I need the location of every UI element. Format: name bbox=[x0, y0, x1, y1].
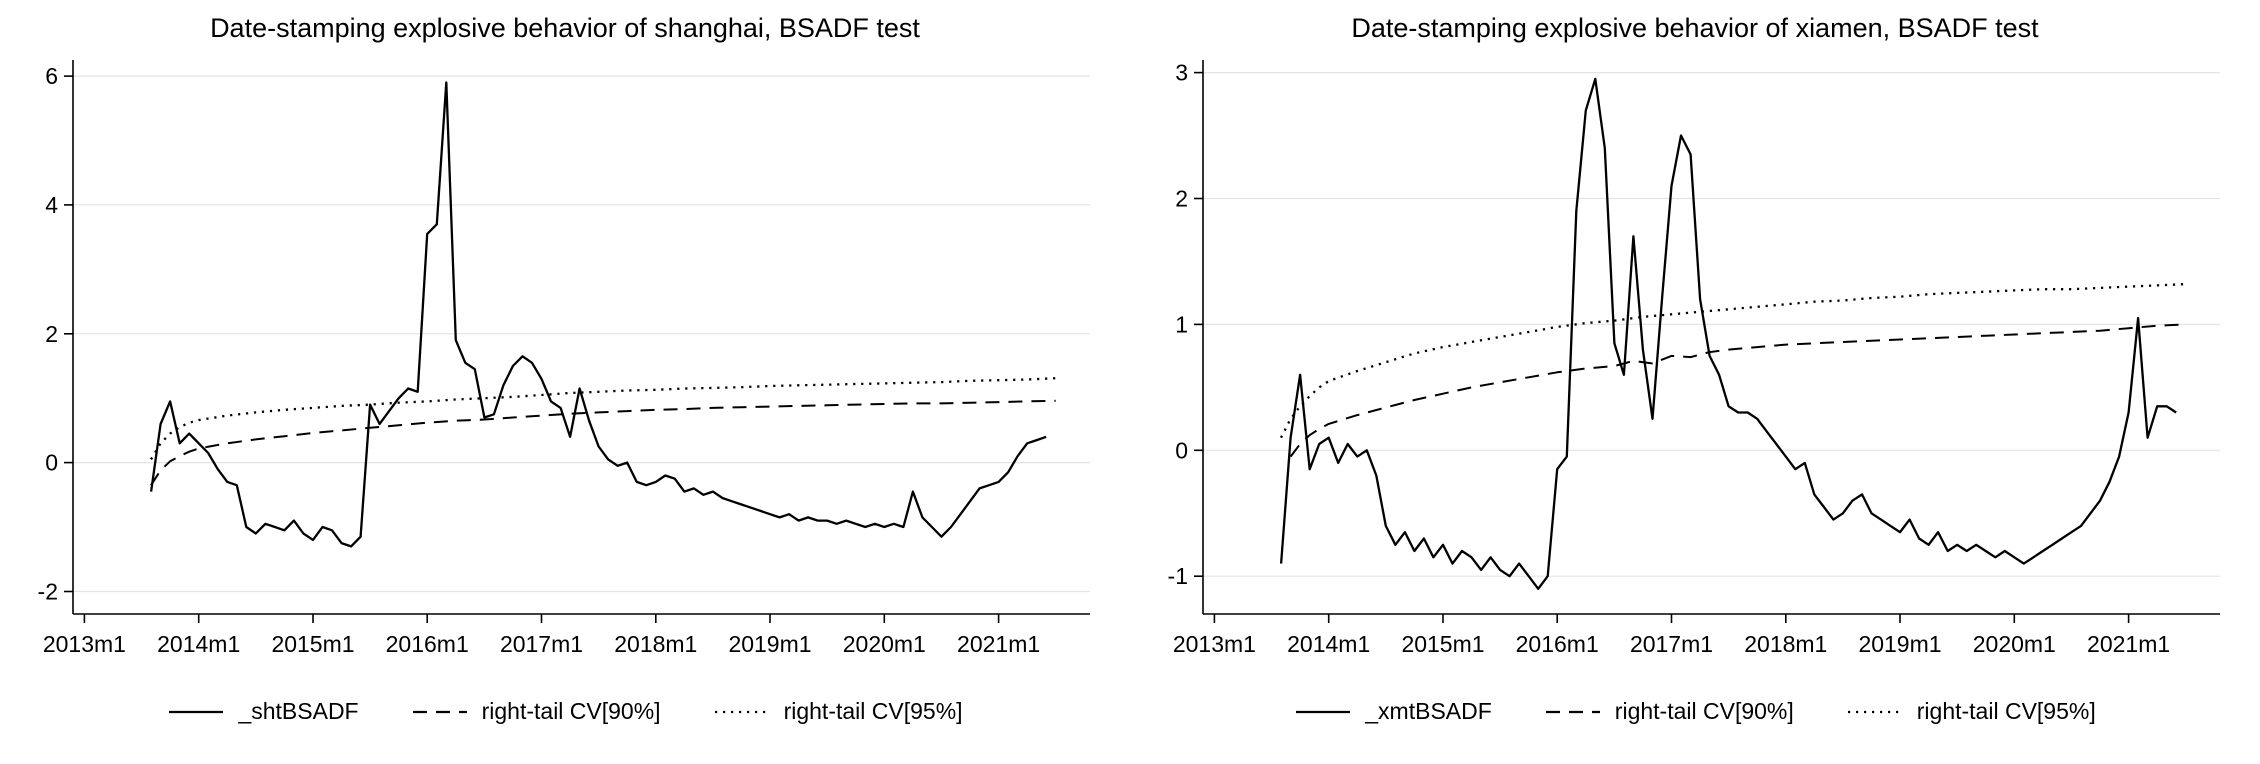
x-tick-label: 2016m1 bbox=[1515, 631, 1598, 657]
x-tick-label: 2021m1 bbox=[957, 631, 1040, 657]
x-tick-label: 2014m1 bbox=[1287, 631, 1370, 657]
legend-label: _xmtBSADF bbox=[1365, 698, 1492, 724]
x-tick-label: 2016m1 bbox=[385, 631, 468, 657]
y-tick-label: 3 bbox=[1175, 60, 1188, 86]
series-line-dashed bbox=[149, 399, 1056, 486]
y-tick-label: 2 bbox=[1175, 186, 1188, 212]
x-tick-label: 2020m1 bbox=[842, 631, 925, 657]
y-tick-label: 2 bbox=[45, 321, 58, 347]
legend-item: right-tail CV[95%] bbox=[713, 698, 963, 725]
chart-title-shanghai: Date-stamping explosive behavior of shan… bbox=[210, 13, 920, 43]
legend-item: _shtBSADF bbox=[167, 698, 359, 725]
y-tick-label: 6 bbox=[45, 63, 58, 89]
legend-item: _xmtBSADF bbox=[1294, 698, 1492, 725]
x-tick-label: 2018m1 bbox=[1744, 631, 1827, 657]
x-tick-label: 2014m1 bbox=[157, 631, 240, 657]
chart-title-xiamen: Date-stamping explosive behavior of xiam… bbox=[1351, 13, 2039, 43]
x-tick-label: 2018m1 bbox=[614, 631, 697, 657]
legend-line-sample-dashed bbox=[412, 710, 467, 713]
legend-xiamen: _xmtBSADF right-tail CV[90%] right-tail CV… bbox=[1294, 698, 2096, 725]
y-tick-label: 1 bbox=[1175, 311, 1188, 337]
x-tick-label: 2020m1 bbox=[1972, 631, 2055, 657]
series-line-dashed bbox=[1289, 323, 2186, 458]
x-tick-label: 2015m1 bbox=[1401, 631, 1484, 657]
legend-line-sample-dotted bbox=[1847, 710, 1902, 713]
y-tick-label: 4 bbox=[45, 192, 58, 218]
legend-label: right-tail CV[95%] bbox=[783, 698, 963, 724]
legend-label: _shtBSADF bbox=[238, 698, 359, 724]
legend-item: right-tail CV[95%] bbox=[1846, 698, 2096, 725]
x-tick-label: 2013m1 bbox=[1172, 631, 1255, 657]
legend-shanghai: _shtBSADF right-tail CV[90%] right-tail CV… bbox=[167, 698, 963, 725]
legend-line-sample-solid bbox=[169, 710, 224, 713]
x-tick-label: 2021m1 bbox=[2087, 631, 2170, 657]
y-tick-label: 0 bbox=[45, 450, 58, 476]
x-tick-label: 2019m1 bbox=[1858, 631, 1941, 657]
plot-area-shanghai: -2 0 2 4 6 2013m1 2014m1 2015m1 2016m1 2017m1 2018… bbox=[37, 60, 1090, 657]
series-line-dotted bbox=[149, 377, 1056, 460]
legend-line-sample-solid bbox=[1296, 710, 1351, 713]
x-tick-label: 2019m1 bbox=[728, 631, 811, 657]
legend-label: right-tail CV[90%] bbox=[481, 698, 661, 724]
series-line-solid bbox=[1279, 77, 2177, 590]
legend-line-sample-dashed bbox=[1545, 710, 1600, 713]
chart-xiamen-bsadf: Date-stamping explosive behavior of xiam… bbox=[1130, 0, 2260, 764]
legend-item: right-tail CV[90%] bbox=[411, 698, 661, 725]
x-tick-label: 2017m1 bbox=[499, 631, 582, 657]
y-tick-label: -2 bbox=[37, 579, 57, 605]
x-tick-label: 2013m1 bbox=[42, 631, 125, 657]
chart-shanghai-bsadf: Date-stamping explosive behavior of shan… bbox=[37, 13, 1090, 725]
y-tick-label: 0 bbox=[1175, 437, 1188, 463]
y-tick-label: -1 bbox=[1167, 563, 1187, 589]
legend-line-sample-dotted bbox=[714, 710, 769, 713]
series-line-solid bbox=[149, 81, 1047, 548]
legend-item: right-tail CV[90%] bbox=[1544, 698, 1794, 725]
x-tick-label: 2017m1 bbox=[1629, 631, 1712, 657]
legend-label: right-tail CV[90%] bbox=[1614, 698, 1794, 724]
series-line-dotted bbox=[1279, 282, 2186, 439]
legend-label: right-tail CV[95%] bbox=[1916, 698, 2096, 724]
x-tick-label: 2015m1 bbox=[271, 631, 354, 657]
plot-area-xiamen: -1 0 1 2 3 2013m1 2014m1 2015m1 2016m1 2017m1 2018… bbox=[1167, 60, 2220, 657]
